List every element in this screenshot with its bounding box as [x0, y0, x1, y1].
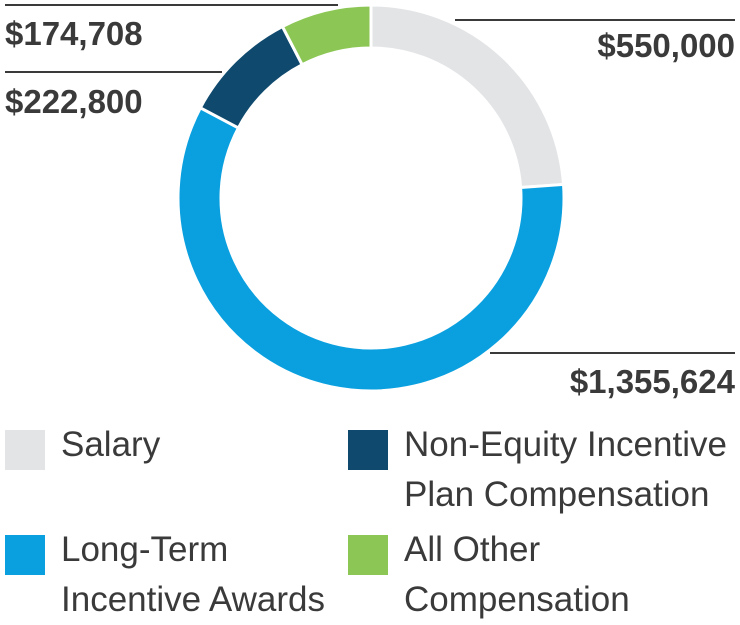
legend-swatch-salary	[5, 430, 45, 470]
legend-swatch-all-other	[348, 535, 388, 575]
legend-label-long-term: Long-Term Incentive Awards	[61, 525, 325, 625]
legend-label-non-equity-line1: Non-Equity Incentive	[404, 425, 727, 464]
legend-label-salary-line1: Salary	[61, 425, 161, 464]
donut-slices	[176, 3, 566, 393]
legend-label-non-equity: Non-Equity Incentive Plan Compensation	[404, 420, 727, 520]
legend-label-all-other-line1: All Other	[404, 530, 541, 569]
legend-item-long-term: Long-Term Incentive Awards	[5, 525, 325, 625]
donut-slice-all-other	[280, 3, 373, 67]
legend-item-salary: Salary	[5, 420, 160, 470]
donut-slice-long-term	[176, 105, 566, 393]
donut-chart: $550,000 $1,355,624 $222,800 $174,708	[5, 3, 736, 400]
legend-label-long-term-line2: Incentive Awards	[61, 580, 325, 619]
value-label-non-equity: $222,800	[5, 83, 143, 120]
legend-label-all-other-line2: Compensation	[404, 580, 630, 619]
legend-item-all-other: All Other Compensation	[348, 525, 630, 625]
legend-label-long-term-line1: Long-Term	[61, 530, 229, 569]
donut-slice-non-equity	[198, 24, 305, 130]
legend-label-salary: Salary	[61, 420, 160, 470]
legend-label-non-equity-line2: Plan Compensation	[404, 475, 710, 514]
donut-slice-salary	[369, 3, 566, 190]
value-label-long-term: $1,355,624	[570, 363, 736, 400]
chart-legend: Salary Non-Equity Incentive Plan Compens…	[0, 420, 740, 625]
legend-item-non-equity: Non-Equity Incentive Plan Compensation	[348, 420, 727, 520]
legend-swatch-non-equity	[348, 430, 388, 470]
legend-swatch-long-term	[5, 535, 45, 575]
value-label-salary: $550,000	[597, 27, 735, 64]
value-label-all-other: $174,708	[5, 15, 143, 52]
legend-label-all-other: All Other Compensation	[404, 525, 630, 625]
